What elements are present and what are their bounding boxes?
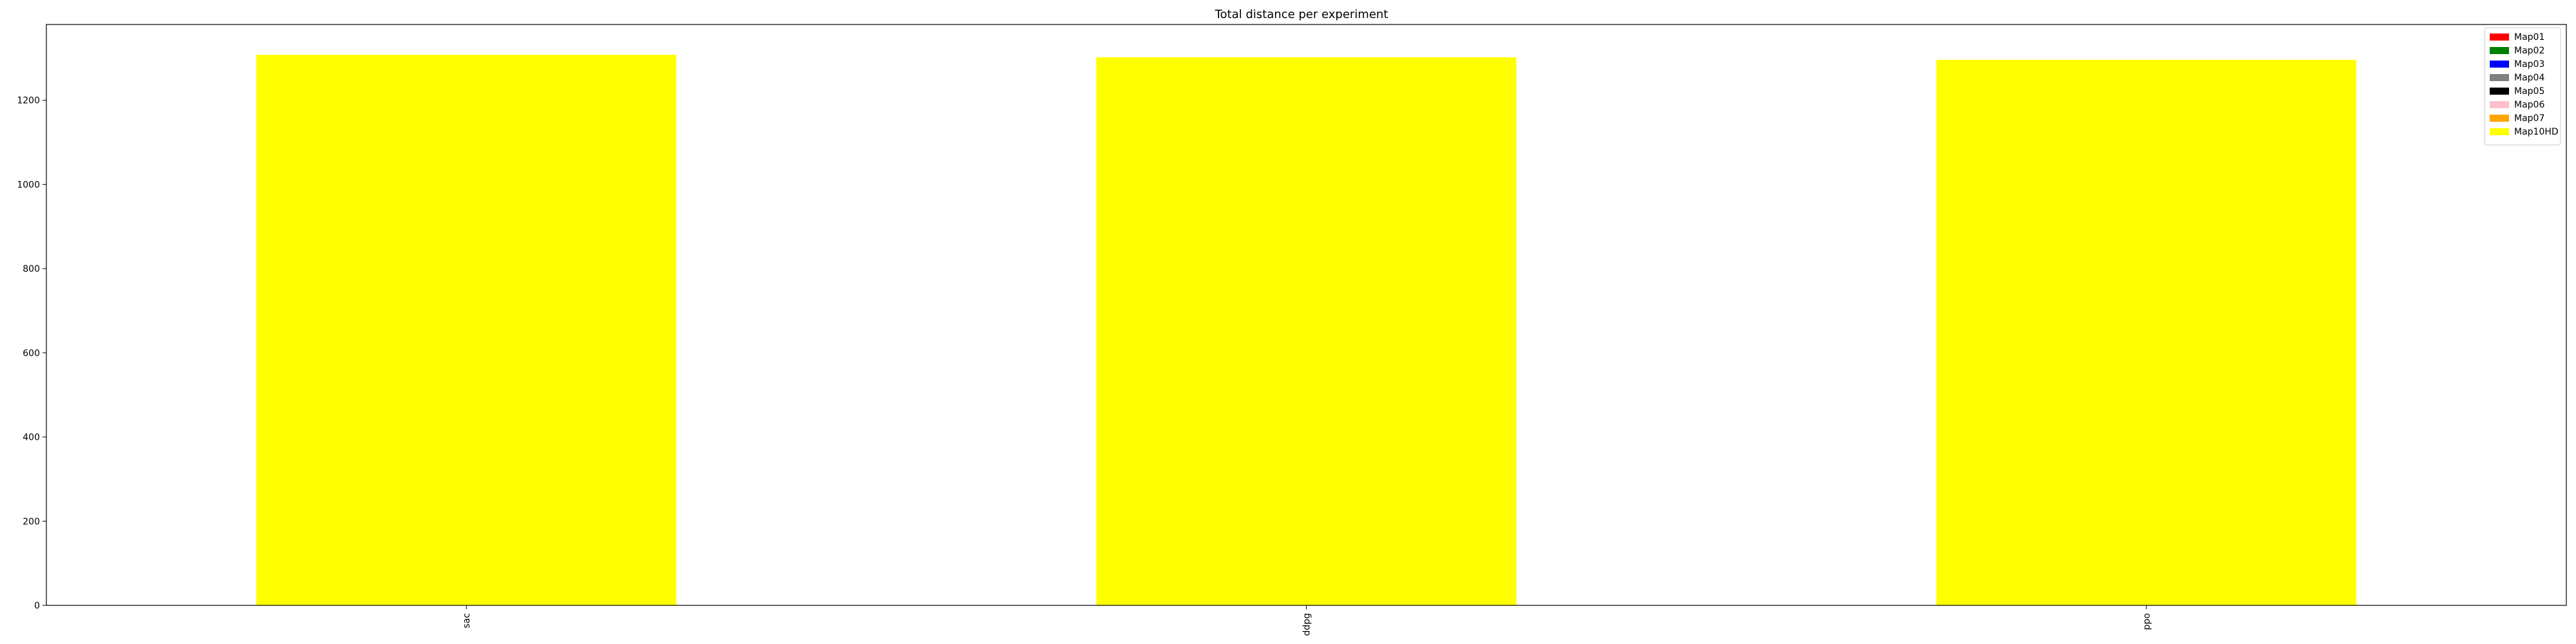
x-tick-label-ppo: ppo (2142, 613, 2152, 630)
legend-swatch-map05 (2490, 88, 2509, 95)
legend-label-map10hd: Map10HD (2514, 127, 2559, 137)
legend-swatch-map07 (2490, 115, 2509, 122)
legend-swatch-map04 (2490, 74, 2509, 81)
bars-layer (256, 55, 2356, 606)
bar-sac-map10hd (256, 55, 677, 606)
y-tick-label: 400 (23, 433, 40, 443)
legend: Map01 Map02 Map03 Map04 Map05 Map06 Map07 Map10… (2484, 27, 2561, 146)
bar-ppo-map10hd (1936, 59, 2356, 605)
legend-swatch-map10hd (2490, 128, 2509, 135)
legend-label-map04: Map04 (2514, 73, 2544, 83)
y-tick-label: 0 (34, 601, 40, 611)
legend-label-map01: Map01 (2514, 32, 2544, 43)
axes-layer: 0 200 400 600 800 1000 1200 sac ddpg ppo (17, 24, 2567, 636)
legend-swatch-map03 (2490, 61, 2509, 68)
x-tick-label-sac: sac (462, 613, 472, 629)
y-tick-label: 800 (23, 264, 40, 274)
legend-label-map02: Map02 (2514, 46, 2544, 56)
y-tick-label: 1200 (17, 96, 40, 106)
legend-swatch-map01 (2490, 33, 2509, 41)
legend-swatch-map06 (2490, 101, 2509, 108)
bar-ddpg-map10hd (1096, 57, 1517, 605)
y-tick-label: 1000 (17, 180, 40, 190)
legend-swatch-map02 (2490, 47, 2509, 54)
chart-title: Total distance per experiment (1215, 8, 1388, 21)
y-tick-label: 600 (23, 348, 40, 359)
x-tick-label-ddpg: ddpg (1302, 613, 1312, 636)
y-tick-label: 200 (23, 516, 40, 527)
legend-label-map05: Map05 (2514, 86, 2544, 97)
legend-label-map06: Map06 (2514, 100, 2544, 110)
legend-label-map03: Map03 (2514, 59, 2544, 70)
legend-label-map07: Map07 (2514, 113, 2544, 124)
